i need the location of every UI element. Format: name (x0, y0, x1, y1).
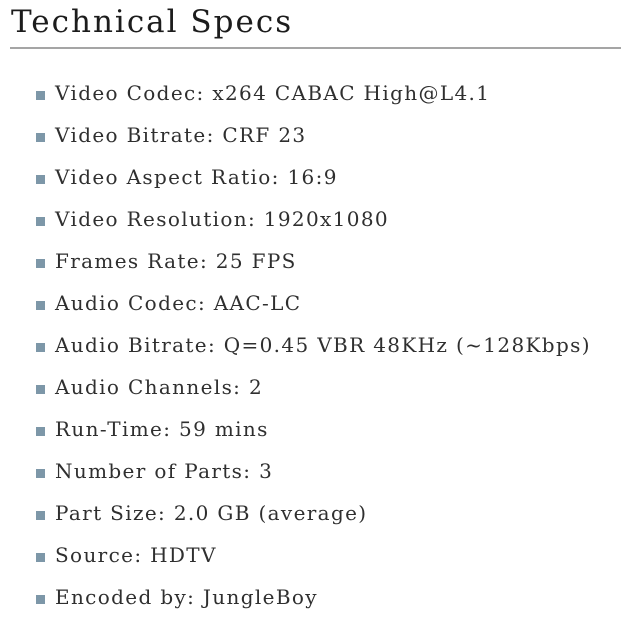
spec-line-text: Encoded by: JungleBoy (55, 585, 318, 609)
list-item: Run-Time: 59 mins (0, 412, 626, 454)
square-bullet-icon (36, 469, 45, 478)
list-item: Audio Codec: AAC-LC (0, 286, 626, 328)
spec-line-text: Run-Time: 59 mins (55, 417, 269, 441)
square-bullet-icon (36, 553, 45, 562)
spec-line-text: Audio Bitrate: Q=0.45 VBR 48KHz (~128Kbp… (55, 333, 591, 357)
spec-line-text: Video Resolution: 1920x1080 (55, 207, 389, 231)
square-bullet-icon (36, 427, 45, 436)
list-item: Audio Bitrate: Q=0.45 VBR 48KHz (~128Kbp… (0, 328, 626, 370)
list-item: Video Codec: x264 CABAC High@L4.1 (0, 76, 626, 118)
spec-line-text: Part Size: 2.0 GB (average) (55, 501, 368, 525)
spec-line-text: Audio Channels: 2 (55, 375, 264, 399)
square-bullet-icon (36, 175, 45, 184)
square-bullet-icon (36, 301, 45, 310)
square-bullet-icon (36, 217, 45, 226)
list-item: Source: HDTV (0, 538, 626, 580)
list-item: Video Aspect Ratio: 16:9 (0, 160, 626, 202)
square-bullet-icon (36, 259, 45, 268)
spec-line-text: Frames Rate: 25 FPS (55, 249, 297, 273)
square-bullet-icon (36, 595, 45, 604)
spec-line-text: Video Aspect Ratio: 16:9 (55, 165, 338, 189)
technical-specs-page: Technical Specs Video Codec: x264 CABAC … (10, 4, 621, 609)
spec-line-text: Source: HDTV (55, 543, 217, 567)
spec-line-text: Audio Codec: AAC-LC (55, 291, 302, 315)
square-bullet-icon (36, 133, 45, 142)
list-item: Audio Channels: 2 (0, 370, 626, 412)
square-bullet-icon (36, 91, 45, 100)
square-bullet-icon (36, 511, 45, 520)
page-title: Technical Specs (11, 4, 294, 40)
spec-line-text: Video Bitrate: CRF 23 (55, 123, 307, 147)
square-bullet-icon (36, 343, 45, 352)
list-item: Number of Parts: 3 (0, 454, 626, 496)
spec-line-text: Video Codec: x264 CABAC High@L4.1 (55, 81, 491, 105)
spec-list: Video Codec: x264 CABAC High@L4.1 Video … (0, 76, 626, 622)
list-item: Video Bitrate: CRF 23 (0, 118, 626, 160)
square-bullet-icon (36, 385, 45, 394)
list-item: Video Resolution: 1920x1080 (0, 202, 626, 244)
title-divider (10, 47, 621, 49)
spec-line-text: Number of Parts: 3 (55, 459, 274, 483)
list-item: Encoded by: JungleBoy (0, 580, 626, 622)
list-item: Part Size: 2.0 GB (average) (0, 496, 626, 538)
list-item: Frames Rate: 25 FPS (0, 244, 626, 286)
